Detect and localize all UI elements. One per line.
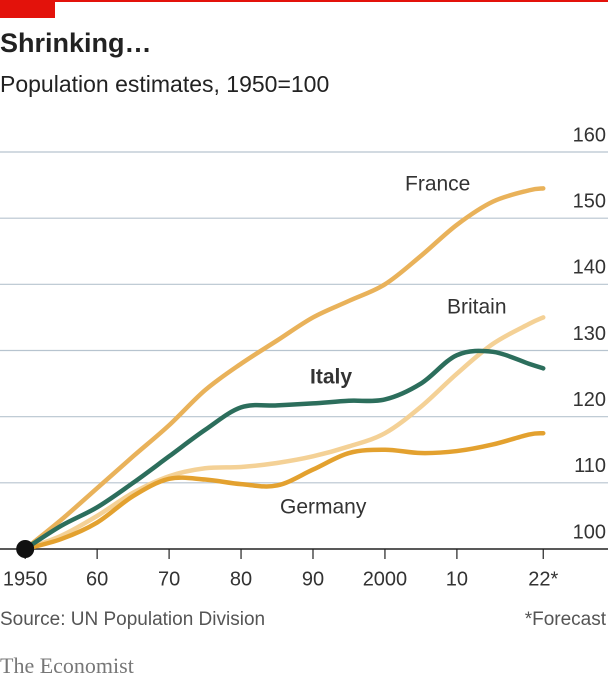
y-tick-label: 120 bbox=[573, 389, 606, 411]
series-label: France bbox=[405, 173, 470, 196]
x-tick-label: 70 bbox=[158, 568, 180, 590]
x-tick-label: 2000 bbox=[363, 568, 408, 590]
series-line bbox=[22, 315, 546, 552]
x-tick-label: 60 bbox=[86, 568, 108, 590]
red-tab bbox=[0, 0, 55, 18]
series-label: Germany bbox=[280, 496, 367, 519]
top-rule bbox=[0, 0, 608, 2]
series-line bbox=[22, 348, 546, 552]
y-tick-label: 140 bbox=[573, 257, 606, 279]
chart-subtitle: Population estimates, 1950=100 bbox=[0, 71, 329, 97]
series-label: Italy bbox=[310, 366, 352, 389]
x-tick-label: 22* bbox=[528, 568, 558, 590]
y-tick-label: 100 bbox=[573, 521, 606, 543]
x-tick-label: 90 bbox=[302, 568, 324, 590]
chart-title: Shrinking… bbox=[0, 28, 152, 58]
footnote: *Forecast bbox=[525, 609, 607, 630]
y-tick-label: 150 bbox=[573, 190, 606, 212]
x-tick-label: 1950 bbox=[3, 568, 48, 590]
start-dot bbox=[16, 540, 35, 558]
x-tick-label: 10 bbox=[446, 568, 468, 590]
series-line bbox=[22, 186, 546, 552]
brand: The Economist bbox=[0, 653, 134, 678]
x-tick-label: 80 bbox=[230, 568, 252, 590]
series-line bbox=[22, 430, 546, 552]
source: Source: UN Population Division bbox=[0, 609, 265, 630]
y-tick-label: 160 bbox=[573, 124, 606, 146]
y-tick-label: 130 bbox=[573, 323, 606, 345]
y-tick-label: 110 bbox=[574, 455, 606, 477]
series-label: Britain bbox=[447, 296, 507, 319]
